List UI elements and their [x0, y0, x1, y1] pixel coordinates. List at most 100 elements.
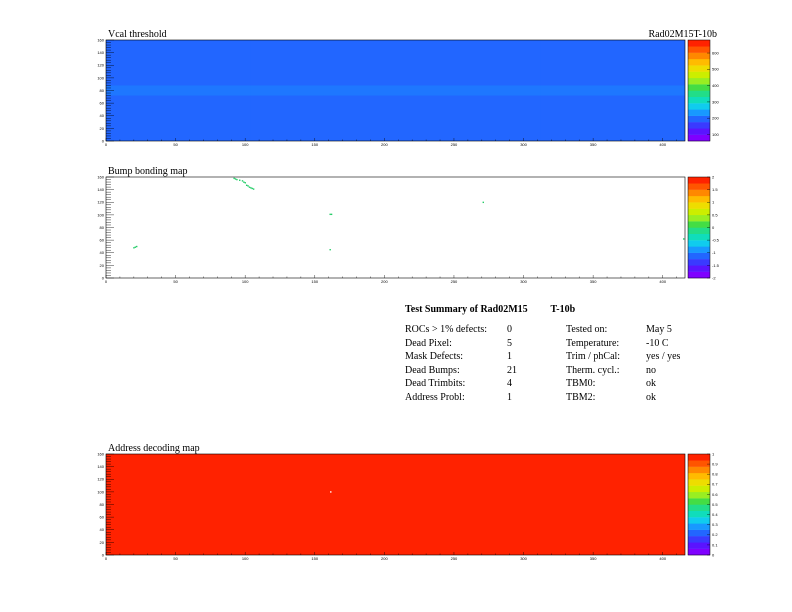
y-tick-label: 0: [102, 275, 105, 280]
colorscale-segment: [688, 221, 710, 228]
summary-left-label: Dead Pixel:: [405, 337, 452, 349]
dead-bump-point: [241, 180, 244, 182]
y-tick-label: 120: [97, 477, 104, 482]
heatmap-column-band: [250, 40, 324, 141]
heatmap-column-band: [540, 40, 613, 141]
dead-bump-point: [248, 186, 251, 188]
colorscale-segment: [688, 259, 710, 266]
colorscale-segment: [688, 542, 710, 549]
colorscale-label: 0.5: [712, 212, 718, 217]
y-tick-label: 160: [97, 451, 104, 456]
y-tick-label: 80: [100, 88, 105, 93]
heatmap-column-band: [106, 40, 179, 141]
y-tick-label: 0: [102, 552, 105, 557]
colorscale-segment: [688, 271, 710, 279]
dead-bump-point: [683, 238, 685, 240]
summary-right-value: no: [646, 364, 656, 376]
plot-title: Address decoding map: [108, 443, 200, 454]
plot-0: Vcal threshold 0 50 100 150 200 250 300 350 400 0 2…: [97, 29, 719, 147]
colorscale-segment: [688, 214, 710, 222]
summary-left-label: Mask Defects:: [405, 351, 464, 362]
heatmap-column-band: [323, 40, 396, 141]
colorscale-label: -2: [712, 275, 716, 280]
colorscale-label: 0.9: [712, 462, 718, 467]
colorscale-label: 400: [712, 83, 719, 88]
x-tick-label: 400: [659, 279, 666, 284]
summary-right-value: yes / yes: [646, 351, 681, 362]
summary-right-label: Trim / phCal:: [566, 351, 621, 362]
colorscale-segment: [688, 115, 710, 123]
y-tick-label: 0: [102, 138, 105, 143]
colorscale-label: 0.1: [712, 542, 718, 547]
x-tick-label: 400: [659, 556, 666, 561]
y-tick-label: 20: [100, 126, 105, 131]
colorscale-segment: [688, 523, 710, 530]
colorscale-segment: [688, 183, 710, 190]
colorscale-segment: [688, 46, 710, 53]
y-tick-label: 80: [100, 502, 105, 507]
colorscale-label: 1: [712, 451, 715, 456]
colorscale-segment: [688, 195, 710, 203]
colorscale-label: 1: [712, 200, 715, 205]
y-tick-label: 140: [97, 187, 104, 192]
summary-title-part2: T-10b: [550, 304, 576, 315]
y-tick-label: 140: [97, 50, 104, 55]
y-tick-label: 60: [100, 101, 105, 106]
colorscale-segment: [688, 529, 710, 537]
dead-bump-point: [239, 179, 241, 181]
colorscale-segment: [688, 84, 710, 91]
colorscale-segment: [688, 246, 710, 253]
colorscale-segment: [688, 96, 710, 104]
x-tick-label: 300: [520, 556, 527, 561]
x-tick-label: 350: [590, 556, 597, 561]
dead-bump-point: [252, 188, 255, 190]
x-tick-label: 50: [173, 279, 178, 284]
colorscale-label: 0.6: [712, 492, 718, 497]
colorscale-frame: [687, 39, 711, 142]
colorscale-segment: [688, 504, 710, 512]
x-tick-label: 300: [520, 279, 527, 284]
plot-background: [106, 177, 685, 278]
summary-right-label: Therm. cycl.:: [566, 364, 620, 376]
summary-right-label: Temperature:: [566, 337, 620, 349]
x-tick-label: 400: [659, 142, 666, 147]
colorscale-segment: [688, 177, 710, 184]
x-tick-label: 200: [381, 279, 388, 284]
colorscale-segment: [688, 103, 710, 110]
summary-left-value: 1: [507, 391, 512, 403]
y-tick-label: 120: [97, 63, 104, 68]
y-tick-label: 160: [97, 37, 104, 42]
colorscale-label: 0.4: [712, 512, 718, 517]
colorscale-segment: [688, 498, 710, 505]
y-tick-label: 140: [97, 464, 104, 469]
summary-title-part1: Test Summary of Rad02M15: [405, 304, 528, 315]
colorscale-label: 1.5: [712, 187, 718, 192]
colorscale-segment: [688, 71, 710, 79]
colorscale-label: 500: [712, 67, 719, 72]
y-tick-label: 40: [100, 527, 105, 532]
dead-bump-point: [251, 187, 253, 190]
x-tick-label: 350: [590, 142, 597, 147]
colorscale-segment: [688, 90, 710, 98]
dead-bump-point: [250, 187, 252, 189]
x-tick-label: 200: [381, 556, 388, 561]
colorscale-segment: [688, 454, 710, 461]
heatmap-column-band: [178, 40, 251, 141]
y-tick-label: 160: [97, 174, 104, 179]
colorscale-segment: [688, 479, 710, 486]
x-tick-label: 100: [242, 142, 249, 147]
heatmap-column-band: [395, 40, 468, 141]
x-tick-label: 150: [311, 142, 318, 147]
colorscale-segment: [688, 202, 710, 209]
colorscale-segment: [688, 208, 710, 216]
dead-bump-point: [234, 178, 237, 180]
colorscale-segment: [688, 485, 710, 493]
summary-right-value: -10 C: [646, 337, 669, 349]
dead-bump-point: [236, 178, 238, 181]
summary-left-value: 21: [507, 364, 517, 376]
colorscale-segment: [688, 510, 710, 518]
summary-right-label: Tested on:: [566, 324, 608, 335]
colorscale-segment: [688, 548, 710, 556]
dead-bump-point: [329, 248, 331, 251]
x-tick-label: 0: [105, 279, 108, 284]
